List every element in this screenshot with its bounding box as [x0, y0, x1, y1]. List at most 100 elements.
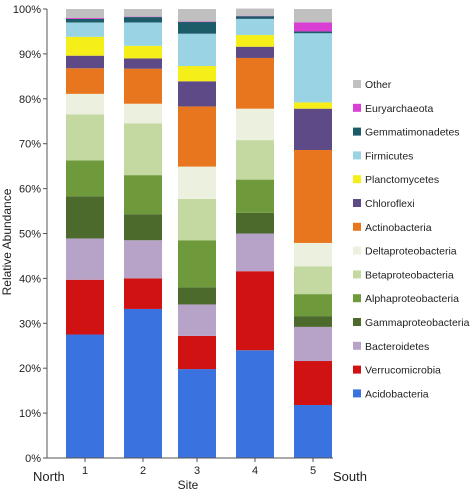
- x-axis-label: Site: [178, 478, 199, 492]
- bar-segment-actinobacteria: [124, 68, 162, 104]
- bar-segment-other: [66, 9, 104, 18]
- y-axis-ticks: 0% 10% 20% 30% 40% 50% 60% 70% 80% 90% 100%: [13, 4, 47, 465]
- y-tick-label: 50%: [19, 229, 41, 241]
- bar-segment-actinobacteria: [236, 57, 274, 109]
- bar-segment-betaproteobacteria: [124, 123, 162, 176]
- x-tick-label: 3: [194, 465, 200, 477]
- legend-label: Acidobacteria: [365, 388, 429, 400]
- legend-item-planctomycetes: Planctomycetes: [353, 174, 439, 186]
- bar-segment-euryarchaeota: [66, 17, 104, 19]
- bar-segment-firmicutes: [178, 33, 216, 67]
- y-tick-label: 40%: [19, 273, 41, 285]
- legend-swatch: [353, 127, 361, 136]
- bar-segment-firmicutes: [294, 33, 332, 103]
- x-tick-label: 5: [310, 465, 316, 477]
- bar-segment-gammaproteobacteria: [178, 287, 216, 305]
- legend-item-deltaproteobacteria: Deltaproteobacteria: [353, 246, 457, 258]
- legend-item-euryarchaeota: Euryarchaeota: [353, 103, 433, 115]
- north-label: North: [33, 469, 65, 484]
- y-tick-label: 30%: [19, 318, 41, 330]
- legend-swatch: [353, 80, 361, 88]
- bar-segment-acidobacteria: [66, 334, 104, 458]
- bar-segment-alphaproteobacteria: [178, 240, 216, 288]
- bar-segment-gemmatimonadetes: [294, 31, 332, 34]
- bar-segment-planctomycetes: [124, 45, 162, 59]
- y-axis-label: Relative Abundance: [0, 188, 14, 295]
- bar-segment-chloroflexi: [236, 46, 274, 58]
- legend-swatch: [353, 270, 361, 279]
- legend-item-gemmatimonadetes: Gemmatimonadetes: [353, 127, 460, 139]
- bar-stacks: [66, 8, 332, 458]
- bar-segment-alphaproteobacteria: [236, 179, 274, 213]
- bar-segment-bacteroidetes: [294, 326, 332, 362]
- bar-segment-verrucomicrobia: [66, 279, 104, 335]
- bar-segment-firmicutes: [236, 18, 274, 36]
- y-tick-label: 60%: [19, 184, 41, 196]
- bar-segment-alphaproteobacteria: [66, 160, 104, 197]
- legend-item-acidobacteria: Acidobacteria: [353, 388, 429, 400]
- legend-swatch: [353, 151, 361, 160]
- bar-segment-verrucomicrobia: [178, 335, 216, 370]
- bar-segment-deltaproteobacteria: [124, 103, 162, 124]
- bar-stack-site-2: [124, 9, 162, 458]
- legend-swatch: [353, 294, 361, 303]
- y-tick-label: 10%: [19, 408, 41, 420]
- legend-label: Betaproteobacteria: [365, 269, 454, 281]
- bar-segment-planctomycetes: [178, 66, 216, 82]
- bar-segment-deltaproteobacteria: [178, 166, 216, 199]
- legend-item-betaproteobacteria: Betaproteobacteria: [353, 269, 454, 281]
- legend-label: Deltaproteobacteria: [365, 246, 457, 258]
- bar-segment-bacteroidetes: [124, 240, 162, 279]
- legend-label: Chloroflexi: [365, 198, 415, 210]
- bar-segment-acidobacteria: [124, 308, 162, 458]
- legend-label: Actinobacteria: [365, 222, 432, 234]
- bar-segment-gammaproteobacteria: [124, 214, 162, 241]
- legend-swatch: [353, 341, 361, 350]
- x-tick-label: 1: [82, 465, 88, 477]
- bar-segment-gemmatimonadetes: [178, 22, 216, 34]
- bar-segment-alphaproteobacteria: [294, 294, 332, 317]
- bar-segment-other: [236, 8, 274, 16]
- legend-swatch: [353, 246, 361, 255]
- bar-segment-bacteroidetes: [178, 304, 216, 336]
- y-tick-label: 0%: [25, 453, 41, 465]
- legend-label: Gemmatimonadetes: [365, 127, 460, 139]
- legend-swatch: [353, 175, 361, 184]
- bar-segment-actinobacteria: [294, 149, 332, 243]
- legend-label: Alphaproteobacteria: [365, 293, 459, 305]
- bar-segment-bacteroidetes: [236, 233, 274, 272]
- bar-segment-gemmatimonadetes: [66, 18, 104, 23]
- bar-segment-planctomycetes: [236, 35, 274, 47]
- x-axis-ticks: 1 2 3 4 5: [82, 458, 316, 477]
- bar-segment-actinobacteria: [66, 68, 104, 94]
- bar-segment-other: [178, 9, 216, 22]
- legend-item-alphaproteobacteria: Alphaproteobacteria: [353, 293, 459, 305]
- legend-swatch: [353, 199, 361, 207]
- legend: Other Euryarchaeota Gemmatimonadetes Firmic…: [353, 79, 470, 400]
- legend-swatch: [353, 103, 361, 112]
- bar-segment-gemmatimonadetes: [124, 17, 162, 23]
- legend-item-gammaproteobacteria: Gammaproteobacteria: [353, 317, 470, 329]
- legend-item-actinobacteria: Actinobacteria: [353, 222, 432, 234]
- bar-segment-other: [124, 9, 162, 17]
- bar-segment-deltaproteobacteria: [236, 108, 274, 141]
- bar-stack-site-5: [294, 9, 332, 458]
- bar-segment-euryarchaeota: [294, 22, 332, 32]
- south-label: South: [333, 469, 367, 484]
- bar-segment-acidobacteria: [236, 350, 274, 458]
- bar-segment-verrucomicrobia: [294, 361, 332, 406]
- legend-swatch: [353, 365, 361, 374]
- bar-segment-gemmatimonadetes: [236, 16, 274, 19]
- bar-segment-actinobacteria: [178, 106, 216, 167]
- bar-segment-deltaproteobacteria: [294, 242, 332, 267]
- x-tick-label: 4: [252, 465, 258, 477]
- bar-segment-acidobacteria: [178, 369, 216, 458]
- legend-item-verrucomicrobia: Verrucomicrobia: [353, 365, 441, 377]
- legend-label: Gammaproteobacteria: [365, 317, 470, 329]
- bar-segment-planctomycetes: [66, 36, 104, 56]
- x-tick-label: 2: [140, 465, 146, 477]
- legend-swatch: [353, 318, 361, 326]
- bar-segment-firmicutes: [124, 22, 162, 46]
- bar-segment-chloroflexi: [124, 58, 162, 69]
